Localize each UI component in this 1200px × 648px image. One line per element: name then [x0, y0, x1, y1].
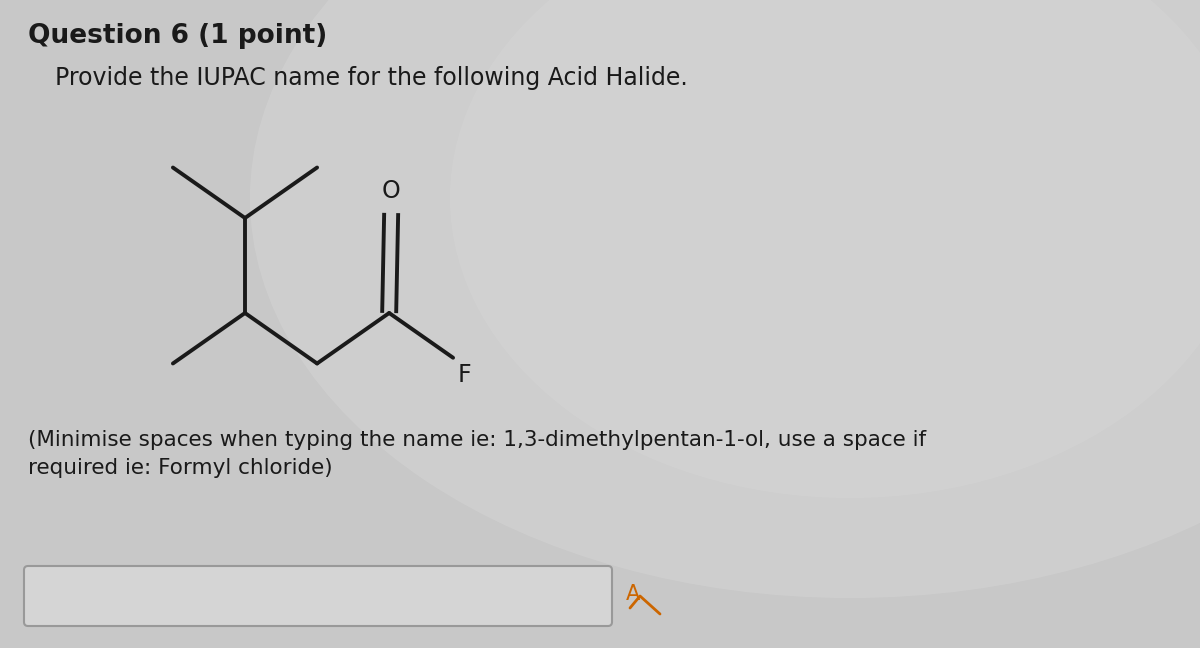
FancyBboxPatch shape — [24, 566, 612, 626]
Text: O: O — [382, 179, 401, 203]
Text: F: F — [458, 363, 472, 387]
Text: Question 6 (1 point): Question 6 (1 point) — [28, 23, 328, 49]
Text: A: A — [626, 584, 641, 604]
Text: (Minimise spaces when typing the name ie: 1,3-dimethylpentan-1-ol, use a space i: (Minimise spaces when typing the name ie… — [28, 430, 926, 478]
Ellipse shape — [450, 0, 1200, 498]
Ellipse shape — [250, 0, 1200, 598]
Text: Provide the IUPAC name for the following Acid Halide.: Provide the IUPAC name for the following… — [55, 66, 688, 90]
